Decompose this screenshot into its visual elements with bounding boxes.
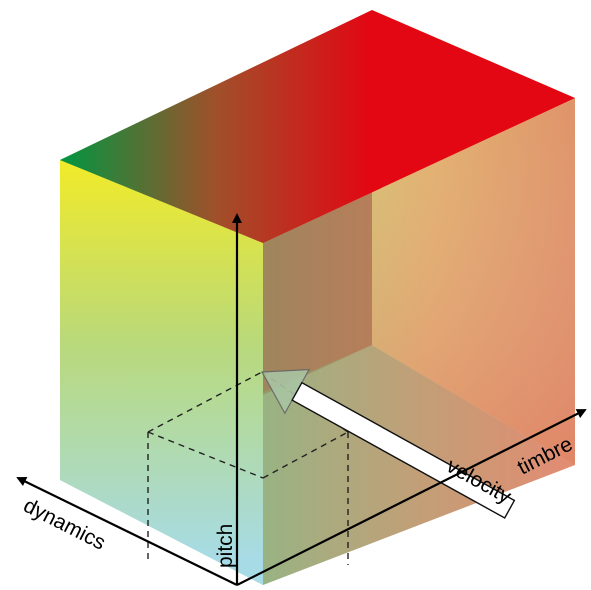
dash-line [262,431,349,479]
velocity-arrow [261,368,516,519]
cube-front-shadow [263,190,372,395]
dynamics-axis-label: dynamics [20,494,109,555]
cube-top-face [60,10,575,243]
timbre-axis [236,409,587,586]
dynamics-axis [16,477,238,586]
axes [16,213,587,586]
cube-left-face [60,160,263,585]
cube-front-face [263,98,575,585]
pitch-axis-label: pitch [214,524,237,568]
dash-line [147,431,264,479]
projection-dashed-lines [147,371,349,565]
velocity-arrow-shaft [291,381,516,519]
